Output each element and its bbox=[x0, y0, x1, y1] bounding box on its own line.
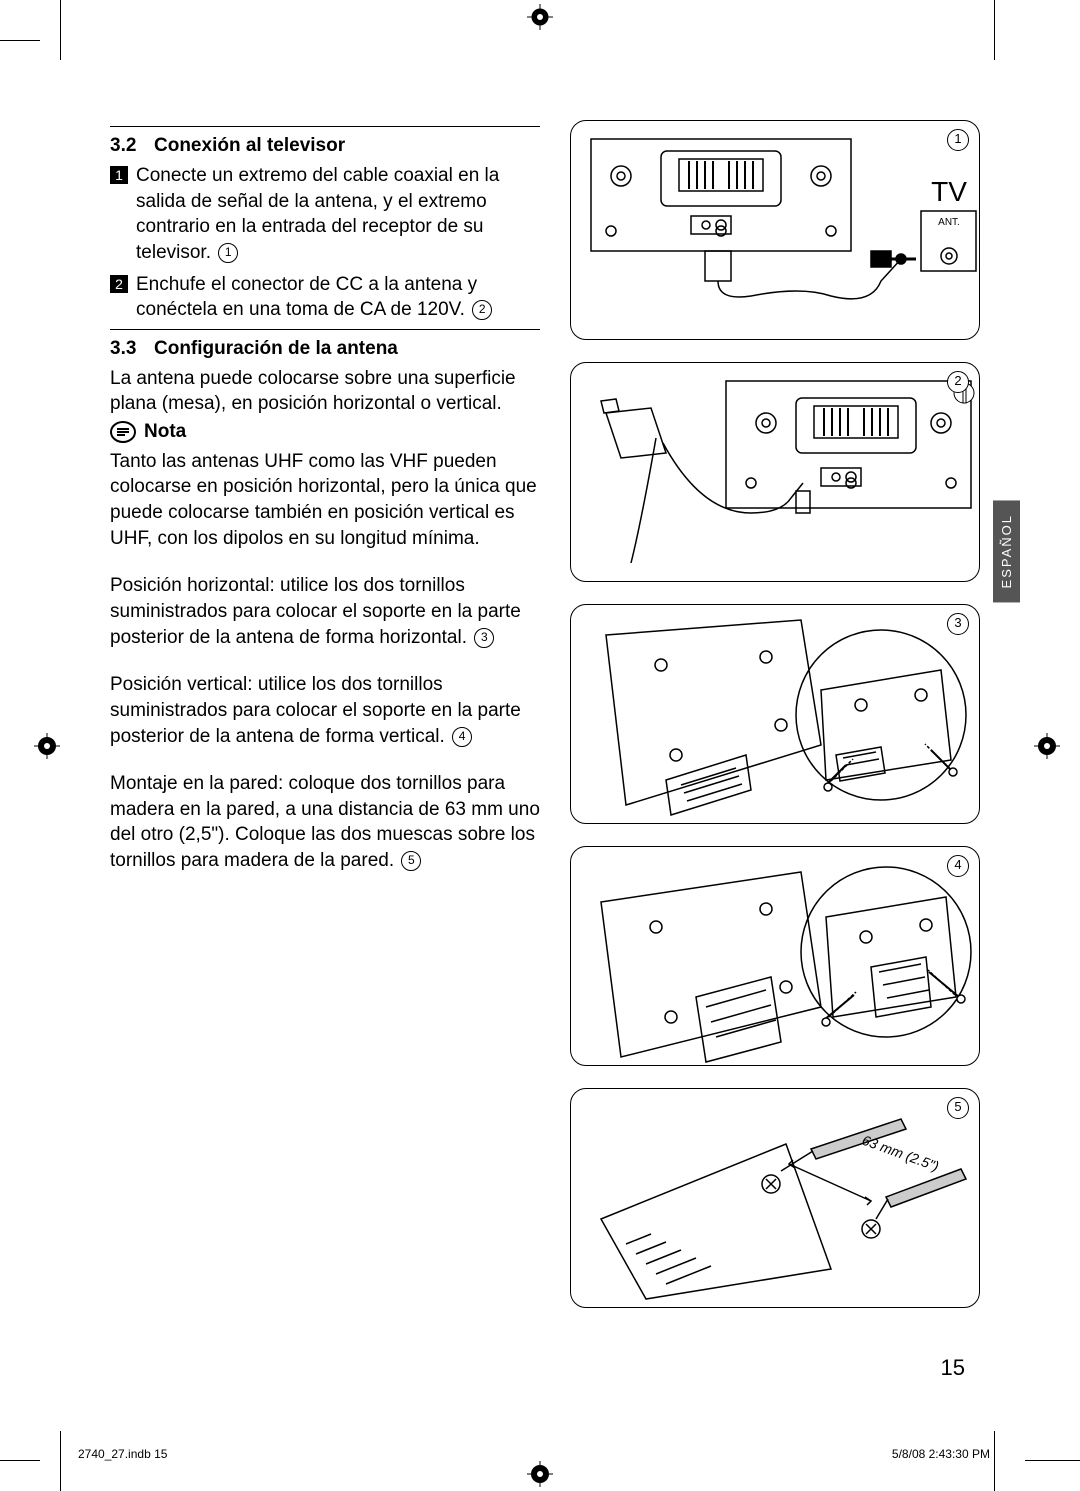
figure-number: 4 bbox=[947, 855, 969, 877]
tv-label: TV bbox=[931, 176, 967, 207]
dimension-label: 63 mm (2.5") bbox=[860, 1132, 941, 1175]
step-text: Conecte un extremo del cable coaxial en … bbox=[136, 163, 540, 266]
section-heading: 3.2Conexión al televisor bbox=[110, 135, 540, 157]
divider bbox=[110, 329, 540, 330]
paragraph: Posición horizontal: utilice los dos tor… bbox=[110, 573, 540, 650]
intro-text: La antena puede colocarse sobre una supe… bbox=[110, 366, 540, 417]
paragraph: Montaje en la pared: coloque dos tornill… bbox=[110, 771, 540, 874]
figure-column: 1 bbox=[570, 120, 980, 1330]
figure-panel-5: 5 bbox=[570, 1088, 980, 1308]
figure-2-illustration bbox=[571, 363, 980, 582]
footer-right: 5/8/08 2:43:30 PM bbox=[892, 1447, 990, 1461]
crop-mark bbox=[60, 0, 61, 60]
section-title: Conexión al televisor bbox=[154, 135, 345, 156]
note-body: Tanto las antenas UHF como las VHF puede… bbox=[110, 449, 540, 552]
figure-number: 1 bbox=[947, 129, 969, 151]
figure-ref: 2 bbox=[472, 300, 492, 320]
note-icon bbox=[110, 421, 136, 443]
figure-4-illustration bbox=[571, 847, 980, 1066]
figure-1-illustration: TV ANT. bbox=[571, 121, 980, 340]
text-column: 3.2Conexión al televisor 1 Conecte un ex… bbox=[110, 120, 540, 1330]
figure-number: 2 bbox=[947, 371, 969, 393]
paragraph: Posición vertical: utilice los dos torni… bbox=[110, 672, 540, 749]
registration-mark-icon bbox=[527, 1461, 553, 1487]
section-number: 3.3 bbox=[110, 338, 154, 360]
crop-mark bbox=[0, 1460, 40, 1461]
footer-left: 2740_27.indb 15 bbox=[78, 1447, 167, 1461]
registration-mark-icon bbox=[34, 733, 60, 759]
numbered-step: 1 Conecte un extremo del cable coaxial e… bbox=[110, 163, 540, 266]
figure-number: 5 bbox=[947, 1097, 969, 1119]
section-title: Configuración de la antena bbox=[154, 338, 398, 359]
note-row: Nota bbox=[110, 419, 540, 445]
step-badge: 1 bbox=[110, 166, 128, 184]
language-tab: ESPAÑOL bbox=[993, 500, 1020, 602]
figure-panel-3: 3 bbox=[570, 604, 980, 824]
step-badge: 2 bbox=[110, 275, 128, 293]
page-number: 15 bbox=[941, 1355, 965, 1381]
figure-ref: 5 bbox=[401, 851, 421, 871]
registration-mark-icon bbox=[1034, 733, 1060, 759]
crop-mark bbox=[1025, 1460, 1080, 1461]
divider bbox=[110, 126, 540, 127]
numbered-step: 2 Enchufe el conector de CC a la antena … bbox=[110, 272, 540, 323]
page-content: 3.2Conexión al televisor 1 Conecte un ex… bbox=[110, 120, 980, 1330]
figure-ref: 3 bbox=[474, 628, 494, 648]
note-label: Nota bbox=[144, 419, 186, 445]
print-footer: 2740_27.indb 15 5/8/08 2:43:30 PM bbox=[78, 1447, 990, 1461]
figure-panel-4: 4 bbox=[570, 846, 980, 1066]
ant-label: ANT. bbox=[938, 217, 960, 228]
crop-mark bbox=[994, 0, 995, 60]
figure-panel-1: 1 bbox=[570, 120, 980, 340]
figure-ref: 4 bbox=[452, 727, 472, 747]
figure-ref: 1 bbox=[218, 243, 238, 263]
step-text: Enchufe el conector de CC a la antena y … bbox=[136, 272, 540, 323]
section-number: 3.2 bbox=[110, 135, 154, 157]
section-heading: 3.3Configuración de la antena bbox=[110, 338, 540, 360]
figure-3-illustration bbox=[571, 605, 980, 824]
figure-number: 3 bbox=[947, 613, 969, 635]
registration-mark-icon bbox=[527, 4, 553, 30]
figure-5-illustration: 63 mm (2.5") bbox=[571, 1089, 980, 1308]
crop-mark bbox=[0, 40, 40, 41]
figure-panel-2: 2 bbox=[570, 362, 980, 582]
crop-mark bbox=[994, 1431, 995, 1491]
crop-mark bbox=[60, 1431, 61, 1491]
